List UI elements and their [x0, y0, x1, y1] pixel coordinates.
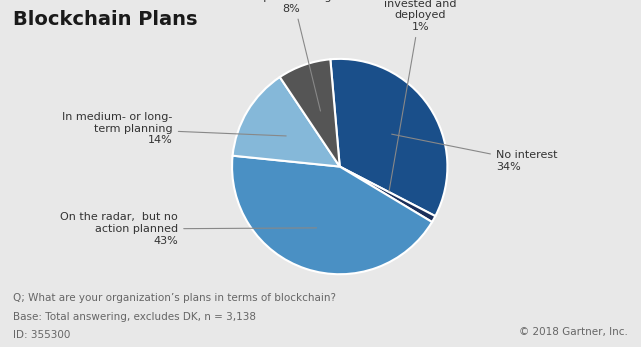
- Text: Have already
invested and
deployed
1%: Have already invested and deployed 1%: [383, 0, 458, 191]
- Text: Base: Total answering, excludes DK, n = 3,138: Base: Total answering, excludes DK, n = …: [13, 312, 256, 322]
- Text: In medium- or long-
term planning
14%: In medium- or long- term planning 14%: [62, 112, 286, 145]
- Text: In short-term
planning/actively
experimenting
8%: In short-term planning/actively experime…: [243, 0, 339, 111]
- Wedge shape: [330, 59, 447, 216]
- Wedge shape: [232, 156, 432, 274]
- Wedge shape: [233, 77, 340, 167]
- Text: © 2018 Gartner, Inc.: © 2018 Gartner, Inc.: [519, 327, 628, 337]
- Wedge shape: [340, 167, 435, 222]
- Text: ID: 355300: ID: 355300: [13, 330, 71, 340]
- Text: On the radar,  but no
action planned
43%: On the radar, but no action planned 43%: [60, 212, 317, 246]
- Text: Blockchain Plans: Blockchain Plans: [13, 10, 197, 29]
- Text: Q; What are your organization’s plans in terms of blockchain?: Q; What are your organization’s plans in…: [13, 293, 336, 303]
- Wedge shape: [280, 59, 340, 167]
- Text: No interest
34%: No interest 34%: [392, 134, 558, 172]
